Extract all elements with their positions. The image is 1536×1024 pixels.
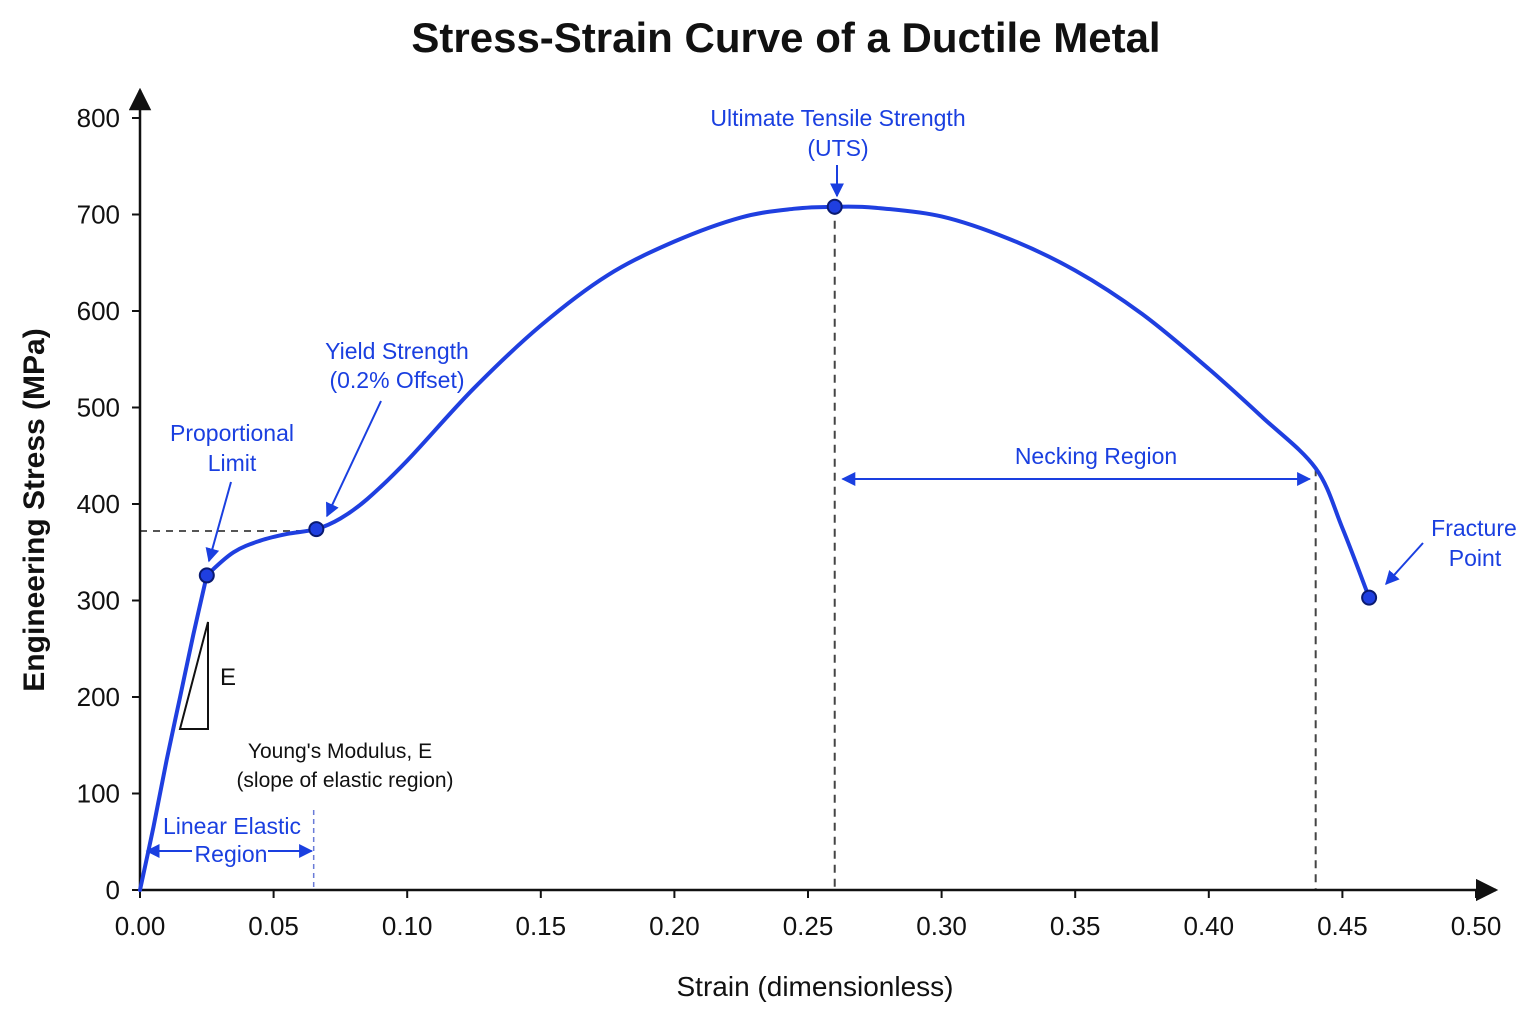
y-tick-label: 100 (77, 779, 120, 809)
x-tick-label: 0.25 (783, 911, 834, 941)
y-tick-labels: 0 100 200 300 400 500 600 700 800 (77, 103, 140, 905)
y-tick-label: 400 (77, 489, 120, 519)
y-tick-label: 700 (77, 200, 120, 230)
x-tick-label: 0.20 (649, 911, 700, 941)
proportional-arrow (205, 481, 232, 563)
x-tick-label: 0.40 (1183, 911, 1234, 941)
linear-elastic-label-line-1: Linear Elastic (163, 813, 301, 839)
uts-point (826, 198, 843, 215)
x-tick-label: 0.45 (1317, 911, 1368, 941)
x-axis-label: Strain (dimensionless) (677, 971, 954, 1002)
y-tick-label: 600 (77, 296, 120, 326)
proportional-limit-point (198, 567, 215, 584)
y-tick-label: 500 (77, 393, 120, 423)
y-tick-label: 300 (77, 586, 120, 616)
linear-elastic-label-line-2: Region (195, 841, 268, 867)
proportional-label-line-2: Limit (208, 450, 257, 476)
fracture-point-point (1361, 589, 1378, 606)
y-tick-label: 0 (106, 875, 120, 905)
uts-label-line-1: Ultimate Tensile Strength (710, 105, 965, 131)
fracture-label-line-1: Fracture (1431, 515, 1517, 541)
yield-strength-point (308, 521, 325, 538)
uts-label-line-2: (UTS) (807, 135, 868, 161)
x-tick-label: 0.00 (115, 911, 166, 941)
x-tick-label: 0.30 (916, 911, 967, 941)
yield-label-line-2: (0.2% Offset) (329, 367, 464, 393)
necking-label: Necking Region (1015, 443, 1177, 469)
y-tick-label: 200 (77, 682, 120, 712)
modulus-label-line-2: (slope of elastic region) (236, 769, 453, 792)
fracture-arrow (1385, 542, 1424, 586)
x-tick-label: 0.15 (515, 911, 566, 941)
x-tick-label: 0.35 (1050, 911, 1101, 941)
guide-lines (140, 206, 1317, 890)
yield-arrow (326, 400, 382, 518)
x-tick-label: 0.50 (1451, 911, 1502, 941)
chart-title: Stress-Strain Curve of a Ductile Metal (411, 14, 1161, 61)
x-tick-labels: 0.00 0.05 0.10 0.15 0.20 0.25 0.30 0.35 0.40 0.45… (115, 890, 1502, 941)
modulus-slope-triangle (178, 621, 209, 730)
modulus-label-line-1: Young's Modulus, E (248, 740, 432, 763)
y-axis-label: Engineering Stress (MPa) (18, 328, 51, 691)
yield-label-line-1: Yield Strength (325, 338, 469, 364)
proportional-label-line-1: Proportional (170, 420, 294, 446)
x-tick-label: 0.10 (382, 911, 433, 941)
modulus-symbol: E (220, 664, 236, 691)
x-tick-label: 0.05 (248, 911, 299, 941)
key-points (198, 198, 1378, 606)
fracture-label-line-2: Point (1449, 545, 1502, 571)
y-tick-label: 800 (77, 103, 120, 133)
